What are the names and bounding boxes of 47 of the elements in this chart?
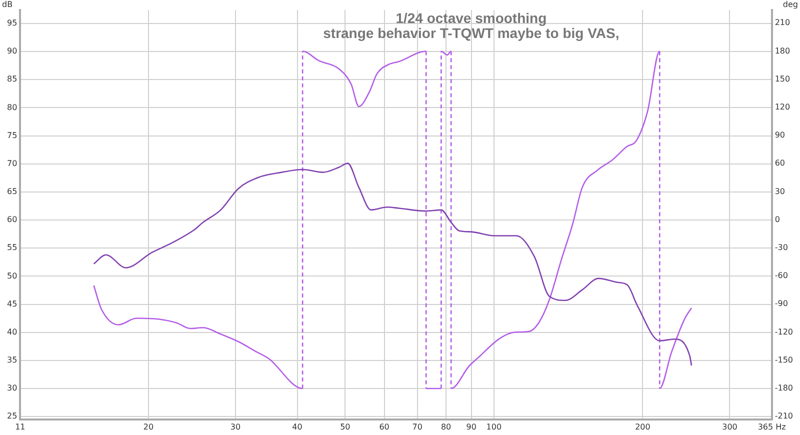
y2-tick-label: -150 [774, 355, 793, 364]
y-tick-label: 95 [6, 18, 18, 28]
y-tick-label: 25 [6, 412, 18, 421]
y-tick-label: 60 [6, 215, 18, 224]
x-tick-label: 40 [292, 422, 302, 432]
y-tick-label: 40 [6, 327, 18, 336]
y2-tick-label: 120 [774, 102, 790, 112]
y-tick-label: 30 [6, 384, 18, 393]
y2-tick-label: -120 [774, 327, 793, 336]
y-tick-label: 75 [6, 130, 18, 140]
y-tick-label: 90 [6, 46, 18, 56]
y2-tick-label: 60 [774, 158, 786, 168]
y-tick-label: 45 [6, 299, 18, 308]
y2-tick-label: -60 [774, 271, 788, 280]
x-tick-label: 11 [15, 422, 26, 432]
chart-title: 1/24 octave smoothing [396, 10, 547, 26]
y2-axis-title: deg [782, 0, 798, 10]
x-tick-label: 100 [486, 422, 502, 432]
y2-tick-label: 0 [774, 214, 780, 224]
y-tick-label: 80 [6, 102, 18, 112]
y-tick-label: 35 [6, 356, 18, 365]
x-tick-label: 365 Hz [758, 422, 786, 432]
y2-tick-label: -210 [774, 412, 793, 421]
y-tick-label: 70 [6, 158, 18, 168]
x-tick-label: 90 [466, 422, 476, 432]
y-tick-label: 65 [6, 187, 18, 196]
x-tick-label: 20 [143, 422, 154, 432]
y2-tick-label: 30 [774, 186, 786, 196]
y-axis-title: dB [2, 0, 13, 10]
x-tick-label: 200 [635, 422, 650, 432]
x-tick-label: 70 [412, 422, 422, 432]
y2-tick-label: -180 [774, 384, 793, 393]
y-tick-label: 85 [6, 74, 18, 84]
x-tick-label: 50 [340, 422, 350, 432]
y2-tick-label: -30 [774, 243, 788, 252]
x-tick-label: 30 [230, 422, 241, 432]
x-tick-label: 300 [722, 422, 738, 432]
y2-tick-label: 180 [774, 46, 790, 56]
y2-tick-label: -90 [774, 299, 788, 308]
y2-tick-label: 150 [774, 74, 790, 84]
y-tick-label: 55 [6, 243, 18, 252]
y2-tick-label: 210 [774, 18, 790, 28]
text: strange behavior T-TQWT maybe to big VAS, [323, 24, 620, 41]
x-tick-label: 60 [379, 422, 390, 432]
x-tick-label: 80 [440, 422, 452, 432]
y-tick-label: 50 [6, 271, 18, 280]
y2-tick-label: 90 [774, 130, 786, 140]
